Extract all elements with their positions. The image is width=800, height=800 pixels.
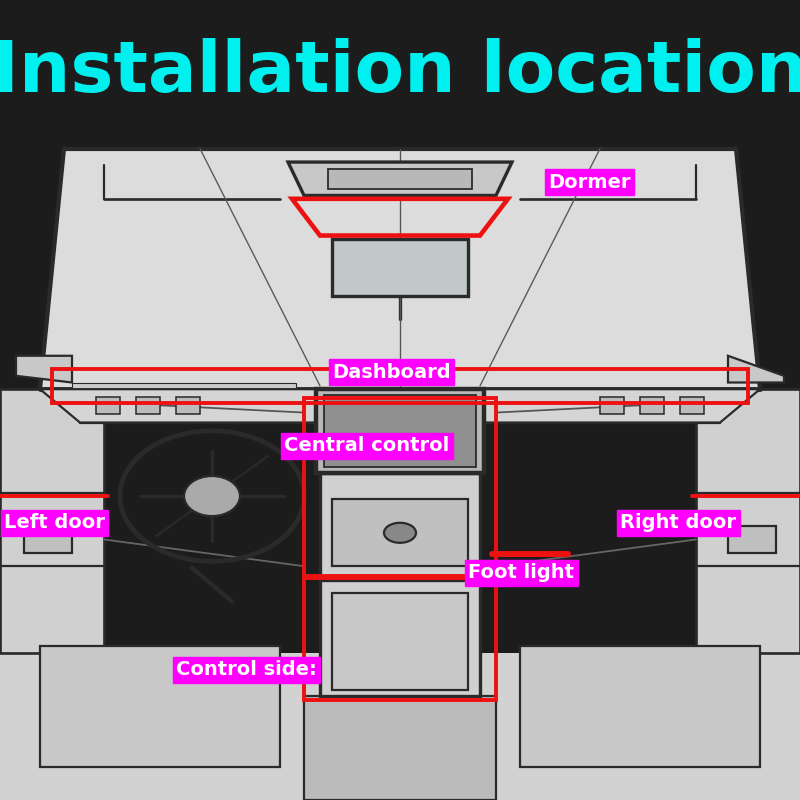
Text: Right door: Right door bbox=[620, 514, 736, 532]
Text: Foot light: Foot light bbox=[468, 563, 574, 582]
Bar bbox=[324, 395, 476, 467]
Bar bbox=[600, 397, 624, 414]
Bar bbox=[304, 697, 496, 800]
Polygon shape bbox=[16, 356, 72, 382]
Bar bbox=[520, 646, 760, 766]
Bar bbox=[40, 646, 280, 766]
Text: Dormer: Dormer bbox=[548, 173, 630, 192]
Bar bbox=[304, 398, 496, 578]
Bar bbox=[696, 389, 800, 653]
Bar bbox=[332, 593, 468, 690]
Bar bbox=[328, 169, 472, 189]
Bar bbox=[0, 653, 800, 800]
Bar bbox=[320, 473, 480, 579]
Polygon shape bbox=[40, 149, 760, 389]
Bar bbox=[316, 389, 484, 473]
Bar bbox=[332, 239, 468, 296]
Bar bbox=[728, 526, 776, 553]
Bar bbox=[304, 576, 496, 700]
Bar bbox=[680, 397, 704, 414]
Polygon shape bbox=[728, 356, 784, 382]
Bar bbox=[320, 579, 480, 697]
Bar bbox=[640, 397, 664, 414]
Bar bbox=[96, 397, 120, 414]
Text: Control side:: Control side: bbox=[176, 660, 317, 679]
Bar bbox=[176, 397, 200, 414]
Ellipse shape bbox=[384, 522, 416, 543]
Bar bbox=[332, 499, 468, 566]
Bar bbox=[52, 369, 748, 402]
Text: Installation location: Installation location bbox=[0, 38, 800, 107]
Bar bbox=[0, 389, 104, 653]
Polygon shape bbox=[40, 389, 760, 422]
Polygon shape bbox=[288, 162, 512, 195]
Ellipse shape bbox=[184, 476, 240, 516]
Bar bbox=[136, 397, 160, 414]
Text: Left door: Left door bbox=[4, 514, 105, 532]
Bar bbox=[72, 382, 296, 399]
Text: Central control: Central control bbox=[284, 437, 450, 455]
Text: Dashboard: Dashboard bbox=[332, 363, 450, 382]
Bar bbox=[24, 526, 72, 553]
